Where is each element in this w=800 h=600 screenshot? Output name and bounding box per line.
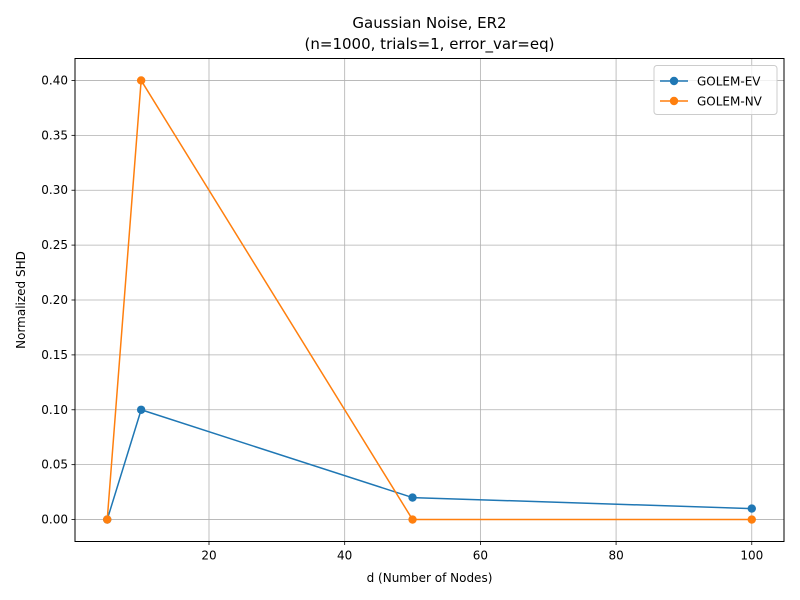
data-point-golem-nv xyxy=(103,515,112,524)
series-layer xyxy=(103,76,756,524)
legend-marker-golem-nv xyxy=(669,96,679,106)
y-tick-label: 0.10 xyxy=(41,403,68,417)
series-line-golem-ev xyxy=(106,409,752,520)
legend-marker-golem-ev xyxy=(669,76,679,86)
x-tick-label: 80 xyxy=(608,549,623,563)
data-point-golem-nv xyxy=(747,515,756,524)
y-tick-label: 0.15 xyxy=(41,348,68,362)
data-point-golem-nv xyxy=(136,76,146,85)
legend-box xyxy=(653,65,778,115)
y-axis-ticks: 0.00 0.05 0.10 0.15 0.20 0.25 0.30 0.35 0.40 xyxy=(41,73,75,527)
x-tick-label: 100 xyxy=(740,549,763,563)
data-point-golem-ev xyxy=(408,493,417,502)
chart-title: Gaussian Noise, ER2 xyxy=(352,14,506,32)
legend-label-golem-ev: GOLEM-EV xyxy=(697,75,761,89)
x-axis-ticks: 20 40 60 80 100 xyxy=(201,541,763,563)
y-axis-label: Normalized SHD xyxy=(14,251,28,349)
x-tick-label: 40 xyxy=(337,549,352,563)
series-line-golem-nv xyxy=(106,79,752,521)
y-tick-label: 0.25 xyxy=(41,238,68,252)
series-golem-nv xyxy=(103,76,756,524)
data-point-golem-nv xyxy=(408,515,417,524)
y-tick-label: 0.20 xyxy=(41,293,68,307)
grid-lines xyxy=(75,58,784,542)
chart-subtitle: (n=1000, trials=1, error_var=eq) xyxy=(305,35,555,54)
legend: GOLEM-EV GOLEM-NV xyxy=(653,65,778,115)
legend-label-golem-nv: GOLEM-NV xyxy=(697,95,763,109)
y-tick-label: 0.00 xyxy=(41,513,68,527)
x-axis-label: d (Number of Nodes) xyxy=(367,571,493,585)
data-point-golem-ev xyxy=(747,504,756,513)
y-tick-label: 0.05 xyxy=(41,458,68,472)
y-tick-label: 0.30 xyxy=(41,183,68,197)
x-tick-label: 60 xyxy=(473,549,488,563)
y-tick-label: 0.35 xyxy=(41,128,68,142)
y-tick-label: 0.40 xyxy=(41,73,68,87)
data-point-golem-ev xyxy=(136,405,146,414)
x-tick-label: 20 xyxy=(201,549,216,563)
